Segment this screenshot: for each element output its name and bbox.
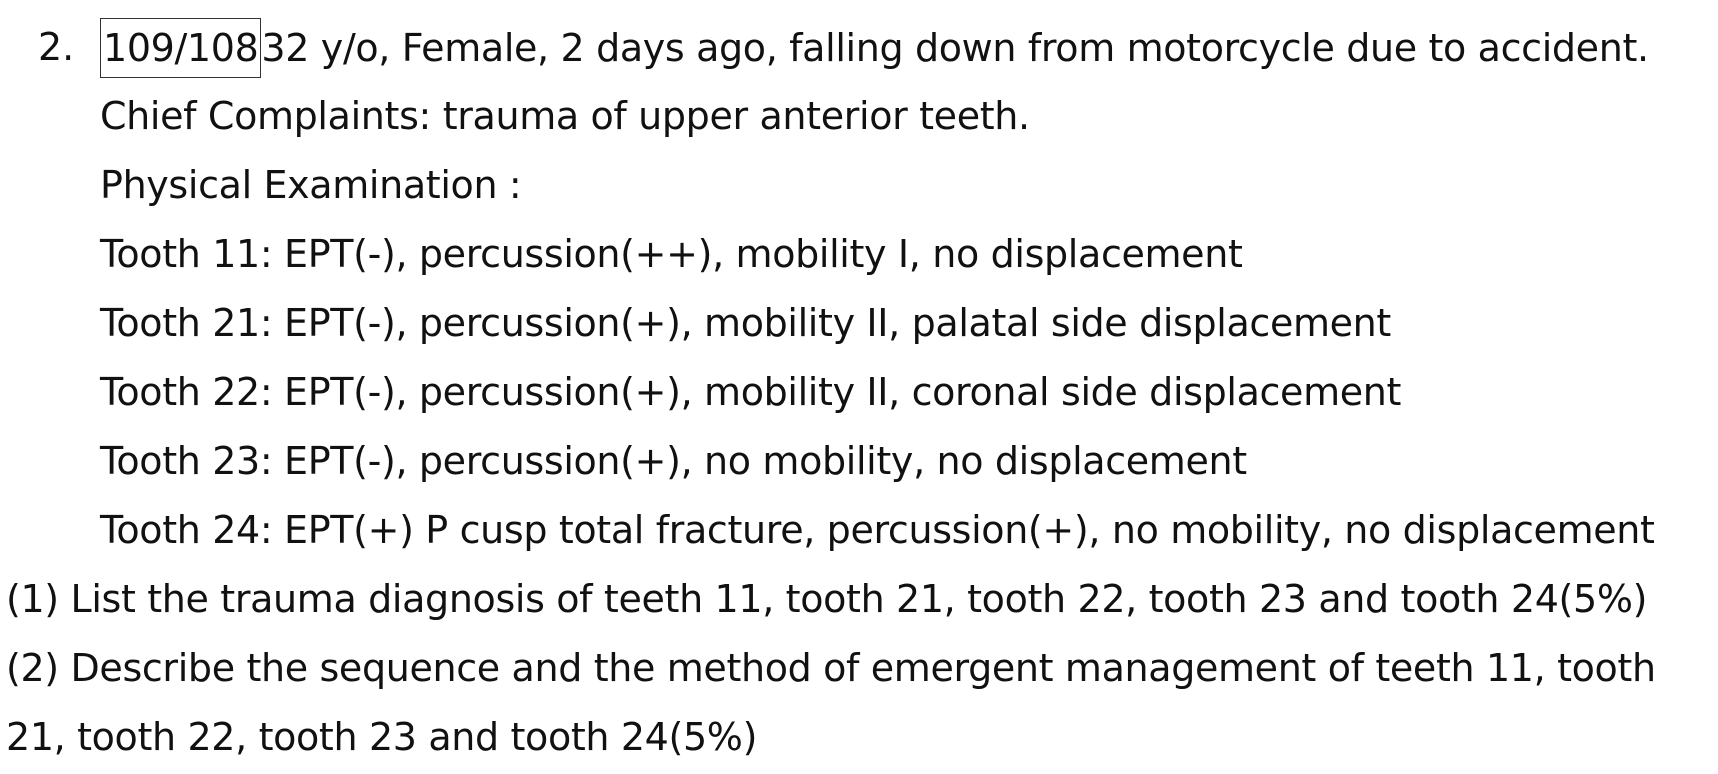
- question-number: 2.: [38, 25, 75, 69]
- sub-question-2-line-2: 21, tooth 22, tooth 23 and tooth 24(5%): [6, 715, 758, 759]
- case-intro-line: 109/10832 y/o, Female, 2 days ago, falli…: [100, 18, 1649, 78]
- physical-exam-heading: Physical Examination :: [100, 163, 522, 207]
- finding-tooth-22: Tooth 22: EPT(-), percussion(+), mobilit…: [100, 370, 1402, 414]
- finding-tooth-23: Tooth 23: EPT(-), percussion(+), no mobi…: [100, 439, 1247, 483]
- sub-question-1: (1) List the trauma diagnosis of teeth 1…: [6, 577, 1648, 621]
- chief-complaints: Chief Complaints: trauma of upper anteri…: [100, 94, 1030, 138]
- finding-tooth-21: Tooth 21: EPT(-), percussion(+), mobilit…: [100, 301, 1391, 345]
- case-id-box: 109/108: [100, 18, 262, 78]
- finding-tooth-24: Tooth 24: EPT(+) P cusp total fracture, …: [100, 508, 1655, 552]
- sub-question-2-line-1: (2) Describe the sequence and the method…: [6, 646, 1656, 690]
- case-intro-text: 32 y/o, Female, 2 days ago, falling down…: [261, 26, 1649, 70]
- finding-tooth-11: Tooth 11: EPT(-), percussion(++), mobili…: [100, 232, 1243, 276]
